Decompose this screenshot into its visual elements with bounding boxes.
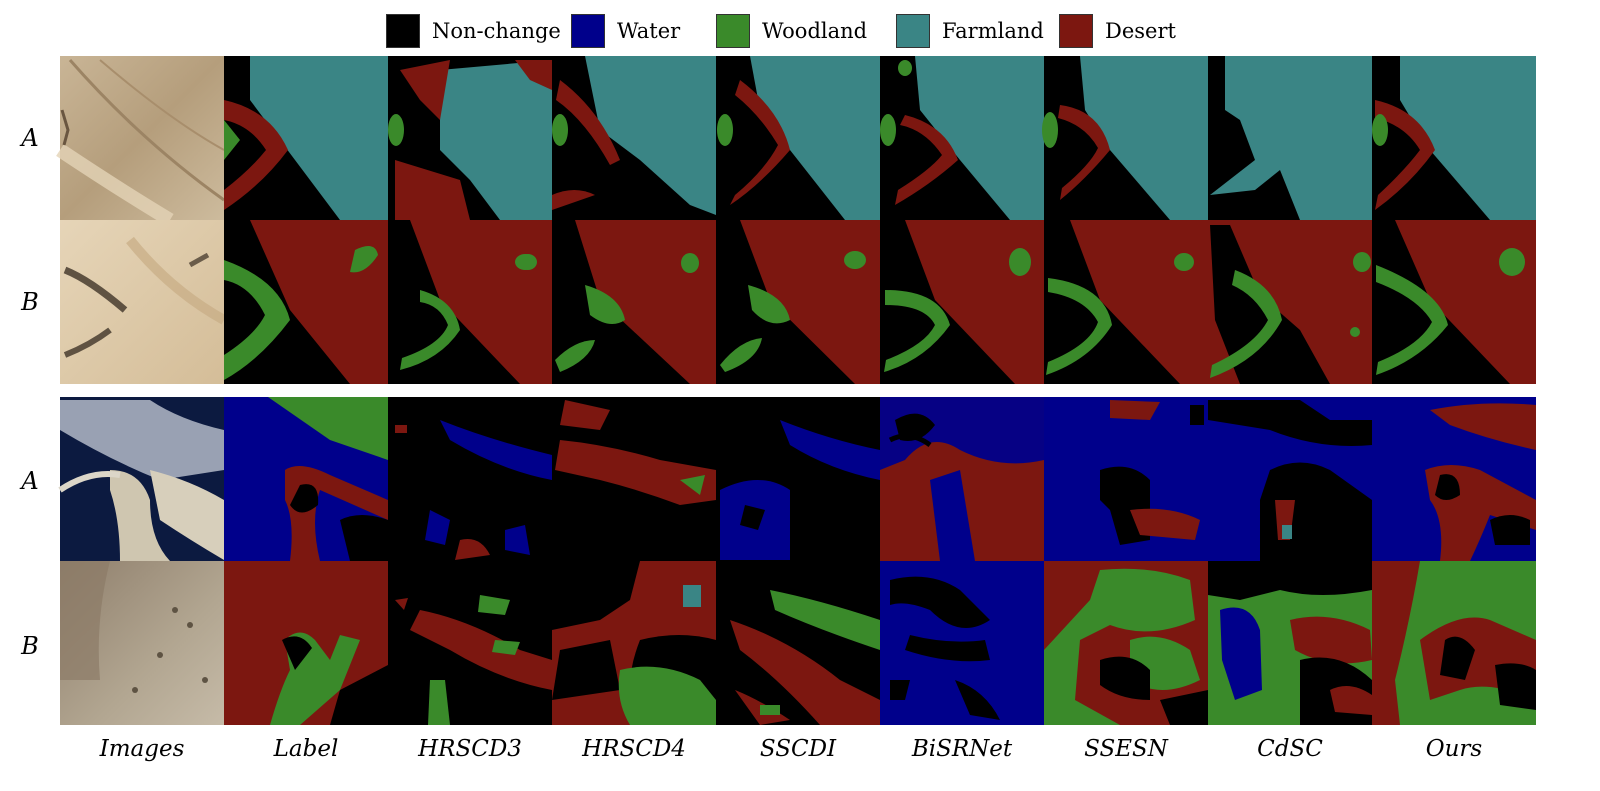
column-label-cdsc: CdSC: [1257, 736, 1323, 762]
tile-cdsc-row3: [1208, 397, 1372, 561]
row-label-3: A: [21, 467, 39, 495]
legend-item-farmland: Farmland: [896, 14, 1044, 48]
tile-label-row2: [224, 220, 388, 384]
legend-swatch-water: [571, 14, 605, 48]
tile-ssesn-row4: [1044, 561, 1208, 725]
legend-item-water: Water: [571, 14, 680, 48]
tile-ssesn-row2: [1044, 220, 1208, 384]
legend-item-woodland: Woodland: [716, 14, 867, 48]
tile-label-row4: [224, 561, 388, 725]
tile-sscdi-row2: [716, 220, 880, 384]
figure-legend: Non-change Water Woodland Farmland Deser…: [0, 0, 1600, 56]
legend-swatch-non-change: [386, 14, 420, 48]
column-label-ssesn: SSESN: [1084, 736, 1168, 762]
tile-sscdi-row4: [716, 561, 880, 725]
row-label-2: B: [21, 288, 39, 316]
tile-sscdi-row3: [716, 397, 880, 561]
column-label-ours: Ours: [1425, 736, 1483, 762]
legend-label-farmland: Farmland: [942, 19, 1044, 43]
legend-label-desert: Desert: [1105, 19, 1176, 43]
column-label-bisrnet: BiSRNet: [911, 736, 1013, 762]
legend-swatch-desert: [1059, 14, 1093, 48]
tile-ours-row3: [1372, 397, 1536, 561]
legend-label-water: Water: [617, 19, 681, 43]
tile-cdsc-row2: [1208, 220, 1372, 384]
tile-hrscd4-row2: [519, 220, 716, 384]
tile-ssesn-row3: [1044, 397, 1208, 561]
legend-swatch-farmland: [896, 14, 930, 48]
column-label-images: Images: [99, 736, 185, 762]
tile-cdsc-row4: [1208, 561, 1372, 725]
tile-bisrnet-row4: [880, 561, 1044, 725]
legend-label-woodland: Woodland: [762, 19, 868, 43]
tile-images-row1: [56, 56, 225, 227]
tile-hrscd3-row1: [388, 56, 552, 220]
tile-sscdi-row1: [716, 56, 880, 220]
column-label-hrscd3: HRSCD3: [418, 736, 522, 762]
tile-ours-row2: [1372, 220, 1536, 384]
tile-label-row3: [224, 397, 388, 561]
column-label-hrscd4: HRSCD4: [582, 736, 686, 762]
tile-hrscd4-row1: [552, 56, 716, 220]
tile-hrscd3-row4: [388, 561, 552, 725]
tile-bisrnet-row2: [880, 220, 1044, 384]
tile-hrscd4-row4: [552, 561, 716, 725]
legend-item-non-change: Non-change: [386, 14, 561, 48]
tile-images-row2: [60, 220, 227, 384]
legend-swatch-woodland: [716, 14, 750, 48]
legend-label-non-change: Non-change: [432, 19, 561, 43]
row-label-4: B: [21, 632, 39, 660]
legend-item-desert: Desert: [1059, 14, 1176, 48]
tile-cdsc-row1: [1208, 56, 1372, 220]
tile-ours-row4: [1372, 561, 1536, 725]
tile-ssesn-row1: [1042, 56, 1208, 220]
column-label-label: Label: [273, 736, 339, 762]
tile-bisrnet-row1: [880, 56, 1044, 220]
tile-hrscd4-row3: [552, 397, 716, 561]
tile-ours-row1: [1372, 56, 1536, 220]
tile-hrscd3-row2: [388, 220, 552, 384]
tile-hrscd3-row3: [388, 397, 552, 561]
tile-images-row4: [60, 561, 224, 725]
tile-label-row1: [224, 56, 388, 220]
column-label-sscdi: SSCDI: [759, 736, 837, 762]
tile-images-row3: [58, 397, 224, 561]
tile-bisrnet-row3: [880, 397, 1044, 561]
row-label-1: A: [21, 124, 39, 152]
